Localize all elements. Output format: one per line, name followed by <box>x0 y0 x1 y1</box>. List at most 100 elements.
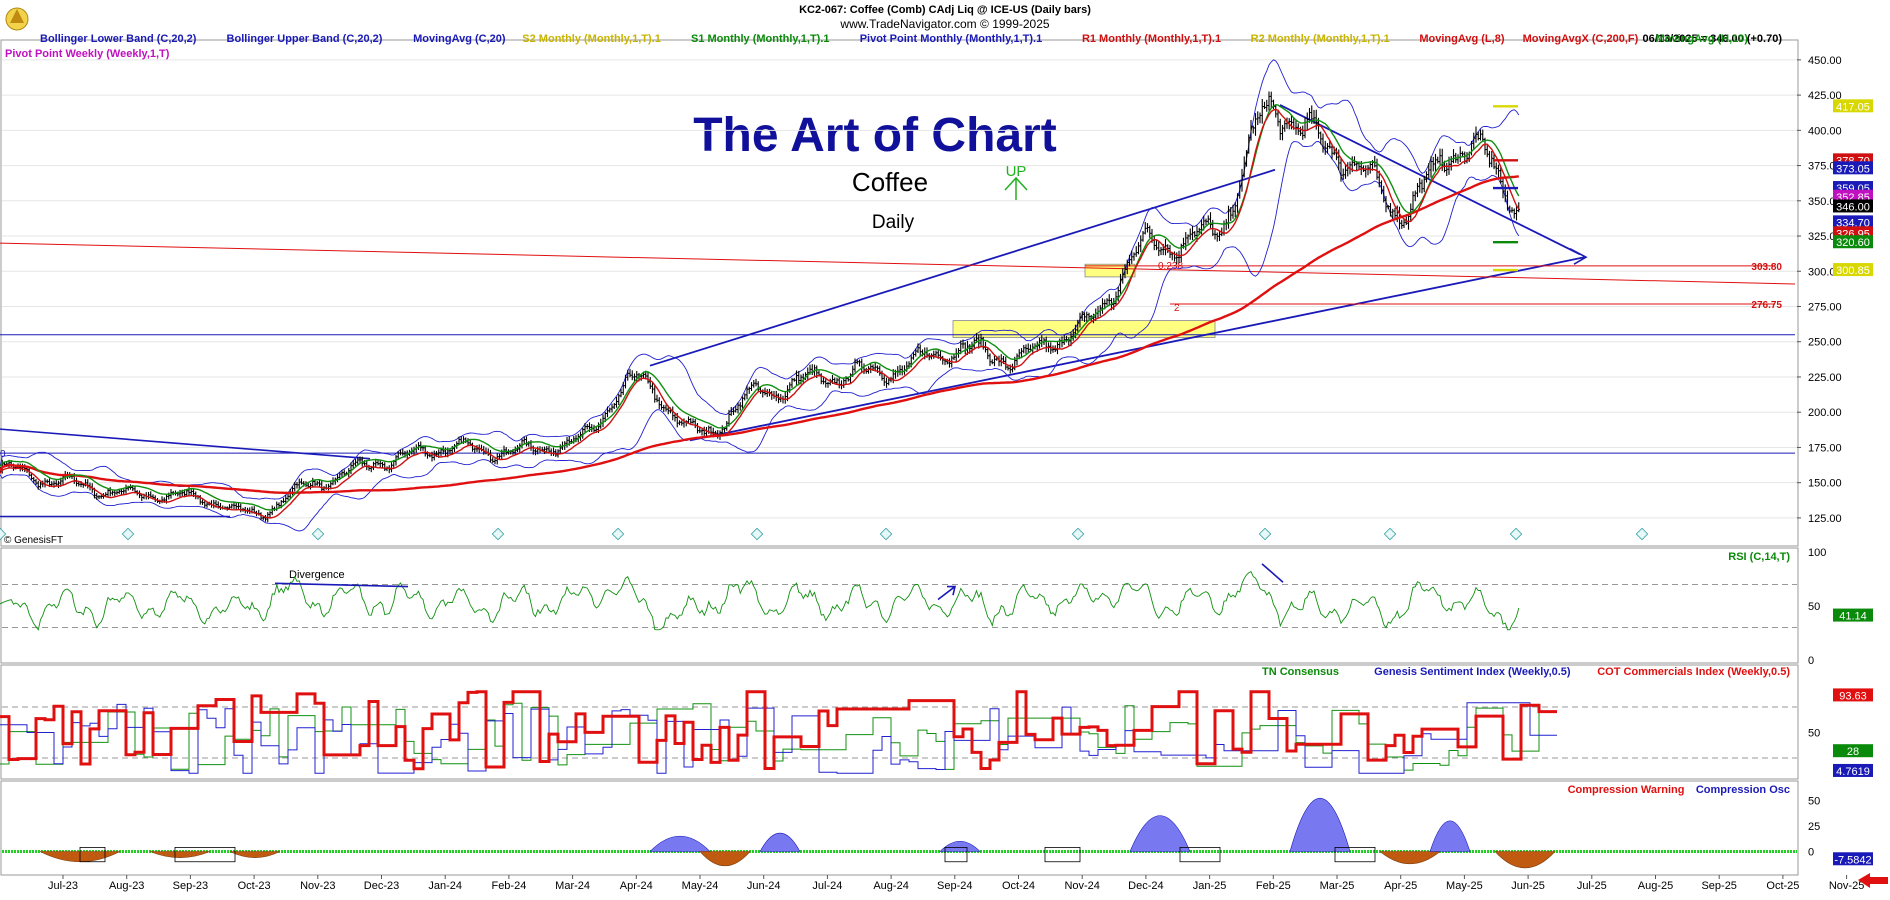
compression-value-label: -7.5842 <box>1834 854 1871 866</box>
compression-warning-box <box>174 847 236 863</box>
price-tag-label: 320.60 <box>1836 237 1870 249</box>
event-diamond <box>750 527 764 541</box>
event-diamond <box>311 527 325 541</box>
red-long-trendline <box>0 242 1796 285</box>
rsi-value-tag <box>1833 608 1873 622</box>
price-tick-label: 450.00 <box>1808 55 1842 67</box>
legend-item: MovingAvgX (C,200,F) <box>1523 33 1639 45</box>
compression-hump <box>149 851 211 858</box>
event-diamond <box>1258 527 1272 541</box>
symbol-title: KC2-067: Coffee (Comb) CAdj Liq @ ICE-US… <box>799 4 1091 16</box>
month-label: Jan-24 <box>428 880 462 892</box>
gridlines <box>2 59 1797 519</box>
rsi-tick-label: 100 <box>1808 547 1826 559</box>
price-tag-label: 417.05 <box>1836 101 1870 113</box>
sentiment-legend-item: COT Commercials Index (Weekly,0.5) <box>1597 666 1790 678</box>
pivot-weekly-legend: Pivot Point Weekly (Weekly,1,T) <box>5 48 170 60</box>
month-label: Jul-24 <box>812 880 842 892</box>
month-label: Aug-25 <box>1638 880 1673 892</box>
bollinger-bands <box>0 59 1520 532</box>
channel-upper-trendline <box>649 168 1276 367</box>
channel-lower-trendline <box>689 256 1586 442</box>
month-label: Nov-25 <box>1829 880 1864 892</box>
daily-label: Daily <box>872 212 915 233</box>
price-tick-label: 125.00 <box>1808 513 1842 525</box>
level-label: 303.80 <box>1751 262 1782 273</box>
month-label: Jun-25 <box>1511 880 1545 892</box>
rsi-tick-label: 0 <box>1808 655 1814 667</box>
price-tags: 417.05378.70373.05359.05352.85346.00334.… <box>1833 99 1873 277</box>
up-arrow <box>1004 176 1028 200</box>
month-label: Jan-25 <box>1193 880 1227 892</box>
sentiment-value-label: 28 <box>1847 746 1859 758</box>
sentiment-value-tag <box>1833 744 1873 758</box>
compression-warning-box <box>1044 847 1081 863</box>
compression-value-tag <box>1833 852 1873 866</box>
month-label: Jul-23 <box>48 880 78 892</box>
rsi-line <box>0 570 1520 631</box>
legend-item: Bollinger Lower Band (C,20,2) <box>40 33 197 45</box>
price-tag-box <box>1833 161 1873 175</box>
month-label: Oct-25 <box>1766 880 1799 892</box>
compression-legend-item: Compression Osc <box>1696 784 1790 796</box>
cot-commercials-line <box>0 690 1557 771</box>
price-tag-box <box>1833 263 1873 277</box>
moving-avg-l8-line <box>0 108 1520 519</box>
price-tick-label: 275.00 <box>1808 302 1842 314</box>
genesis-tag: © GenesisFT <box>4 535 63 546</box>
legend-item: Pivot Point Monthly (Monthly,1,T).1 <box>860 33 1043 45</box>
month-label: Mar-24 <box>555 880 590 892</box>
event-diamond <box>1635 527 1649 541</box>
legend-item: S1 Monthly (Monthly,1,T).1 <box>691 33 830 45</box>
bollinger-lower-line <box>0 141 1520 532</box>
compression-warning-box <box>79 847 106 863</box>
event-diamond <box>0 527 7 541</box>
moving-averages <box>0 103 1520 519</box>
divergence-label: Divergence <box>289 569 345 581</box>
month-label: Sep-24 <box>937 880 972 892</box>
month-label: May-25 <box>1446 880 1483 892</box>
left-zero-label: 0 <box>0 449 6 460</box>
sentiment-legend-item: Genesis Sentiment Index (Weekly,0.5) <box>1374 666 1571 678</box>
copyright-text: www.TradeNavigator.com © 1999-2025 <box>839 17 1049 31</box>
up-label: UP <box>1006 163 1027 180</box>
compression-hump <box>1494 851 1556 868</box>
month-label: Aug-23 <box>109 880 144 892</box>
event-diamond <box>1383 527 1397 541</box>
scroll-right-arrow[interactable] <box>1858 873 1888 888</box>
sentiment-legend-item: TN Consensus <box>1262 666 1339 678</box>
compression-hump <box>1129 815 1191 852</box>
legend-item: MovingAvg (L,8) <box>1419 33 1504 45</box>
price-tick-label: 200.00 <box>1808 407 1842 419</box>
event-diamond <box>121 527 135 541</box>
event-diamond <box>611 527 625 541</box>
legend-item: R2 Monthly (Monthly,1,T).1 <box>1251 33 1390 45</box>
month-label: Oct-23 <box>238 880 271 892</box>
rsi-value-label: 41.14 <box>1839 611 1867 623</box>
price-tick-label: 425.00 <box>1808 90 1842 102</box>
price-tag-box <box>1833 99 1873 113</box>
coffee-label: Coffee <box>852 167 928 197</box>
price-tick-label: 150.00 <box>1808 478 1842 490</box>
rsi-up-arrow <box>937 585 957 601</box>
price-tag-label: 373.05 <box>1836 163 1870 175</box>
date-axis: Jul-23 Aug-23 Sep-23 Oct-23 Nov-23 Dec-23 Jan-… <box>48 875 1864 892</box>
event-diamond <box>879 527 893 541</box>
sentiment-value-tag <box>1833 763 1873 777</box>
compression-hump <box>1429 820 1471 852</box>
legend-item: S2 Monthly (Monthly,1,T).1 <box>522 33 661 45</box>
price-tag-box <box>1833 215 1873 229</box>
sentiment-tick-label: 50 <box>1808 728 1820 740</box>
rsi-peak-line <box>1261 563 1284 583</box>
trendlines: 303.80 276.75 <box>0 104 1796 518</box>
panel-frames <box>0 39 1799 876</box>
month-label: May-24 <box>682 880 719 892</box>
fib-0238-label: 0.238 <box>1158 261 1183 272</box>
compression-hump <box>939 840 981 852</box>
price-tag-box <box>1833 199 1873 213</box>
compression-warning-box <box>944 847 968 863</box>
month-label: Feb-24 <box>491 880 526 892</box>
event-diamond <box>491 527 505 541</box>
